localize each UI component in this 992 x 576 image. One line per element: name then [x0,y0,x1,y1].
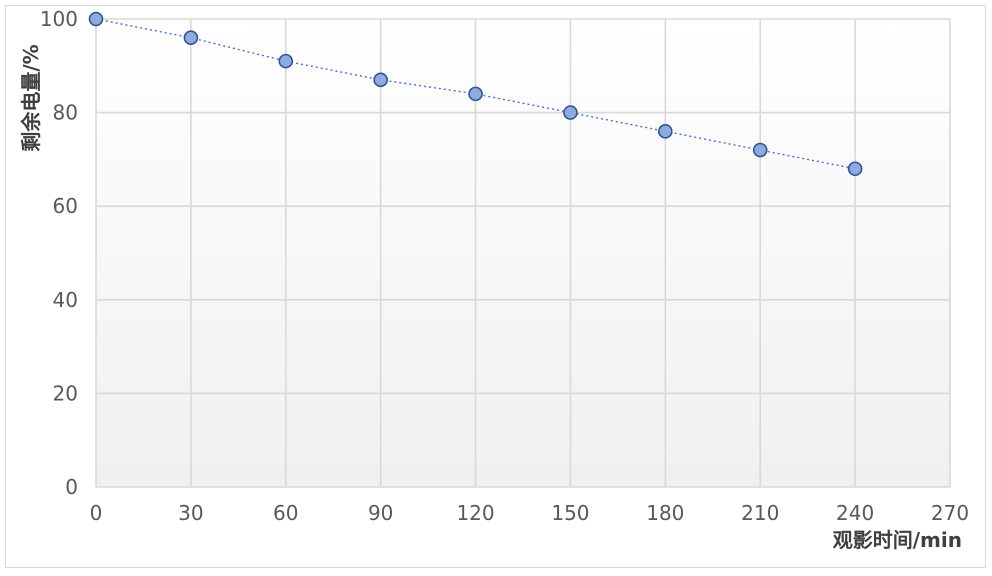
x-tick-label: 60 [273,501,298,525]
plot-area [96,19,950,487]
y-tick-label: 80 [53,101,78,125]
data-point [752,142,768,158]
series-line [95,18,856,170]
y-tick-label: 100 [40,7,78,31]
data-point [373,72,388,88]
x-tick-labels: 0 30 60 90 120 150 180 210 240 270 [90,501,969,525]
x-tick-label: 120 [456,501,494,525]
x-tick-label: 240 [836,501,874,525]
x-tick-label: 150 [551,501,589,525]
x-tick-label: 30 [178,501,203,525]
x-tick-label: 90 [368,501,393,525]
y-tick-label: 20 [53,381,78,405]
y-tick-labels: 0 20 40 60 80 100 [40,7,78,499]
data-point [658,124,673,139]
x-tick-label: 0 [90,501,103,525]
data-point [847,161,863,177]
y-tick-label: 40 [53,288,78,312]
data-point [278,53,294,69]
x-tick-label: 270 [931,501,969,525]
x-axis-title: 观影时间/min [833,528,962,552]
data-point [563,105,578,120]
data-point [468,86,483,102]
y-tick-label: 0 [65,475,78,499]
y-tick-label: 60 [53,194,78,218]
data-point [183,30,199,46]
data-points [88,11,863,177]
data-point [88,11,104,27]
x-tick-label: 180 [646,501,684,525]
gridlines [95,18,951,488]
y-axis-title: 剩余电量/% [19,44,43,151]
x-tick-label: 210 [741,501,779,525]
